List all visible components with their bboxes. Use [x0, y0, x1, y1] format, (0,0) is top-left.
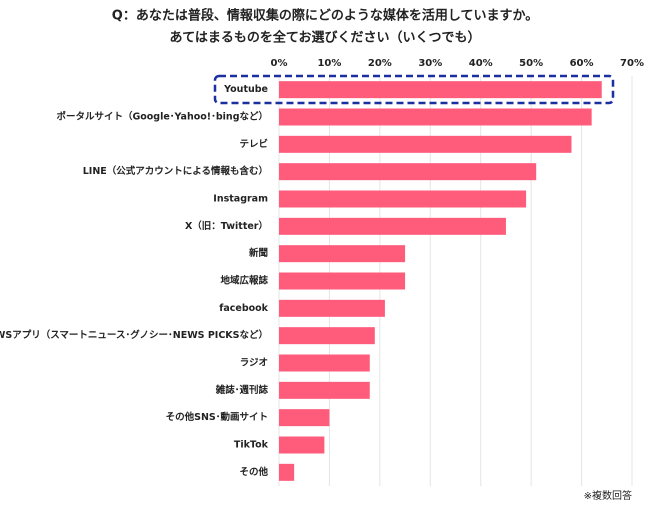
- x-tick-label: 10%: [317, 58, 341, 69]
- y-tick-label: Instagram: [213, 194, 268, 205]
- x-tick-label: 40%: [469, 58, 493, 69]
- x-tick-label: 30%: [418, 58, 442, 69]
- y-tick-label: TikTok: [234, 440, 269, 451]
- y-tick-label: その他SNS･動画サイト: [166, 411, 268, 423]
- y-tick-label: 雑誌･週刊誌: [215, 384, 269, 396]
- bar: [279, 272, 406, 290]
- bar: [279, 381, 370, 399]
- y-tick-label: ポータルサイト（Google･Yahoo!･bingなど）: [56, 111, 268, 123]
- bar: [279, 108, 592, 126]
- y-tick-label: LINE（公式アカウントによる情報も含む）: [83, 165, 268, 177]
- bar: [279, 409, 330, 427]
- bar: [279, 81, 602, 99]
- chart-subtitle: あてはまるものを全てお選びください（いくつでも）: [169, 30, 480, 46]
- y-tick-label: NEWSアプリ（スマートニュース･グノシー･NEWS PICKSなど）: [0, 329, 268, 341]
- y-tick-label: 新聞: [249, 247, 268, 259]
- x-tick-label: 50%: [519, 58, 543, 69]
- bar: [279, 217, 506, 235]
- y-tick-label: facebook: [219, 303, 268, 314]
- y-tick-label: X（旧：Twitter）: [185, 220, 268, 232]
- bar: [279, 163, 537, 181]
- footnote: ※複数回答: [584, 489, 632, 502]
- x-tick-label: 20%: [368, 58, 392, 69]
- y-tick-label: Youtube: [223, 84, 268, 95]
- bar: [279, 190, 527, 208]
- x-tick-label: 60%: [570, 58, 594, 69]
- bar: [279, 135, 572, 153]
- x-tick-label: 70%: [620, 58, 644, 69]
- y-tick-label: ラジオ: [240, 358, 268, 369]
- x-tick-label: 0%: [271, 58, 288, 69]
- bar: [279, 327, 375, 345]
- chart-title: Q：あなたは普段、情報収集の際にどのような媒体を活用していますか。: [112, 8, 538, 24]
- bar: [279, 299, 385, 317]
- bar: [279, 436, 325, 454]
- bar: [279, 354, 370, 372]
- bar: [279, 245, 406, 263]
- y-tick-label: その他: [239, 466, 268, 478]
- y-tick-label: 地域広報誌: [220, 275, 268, 287]
- highlight-box: [213, 74, 615, 105]
- bar: [279, 463, 295, 481]
- y-tick-label: テレビ: [239, 138, 268, 150]
